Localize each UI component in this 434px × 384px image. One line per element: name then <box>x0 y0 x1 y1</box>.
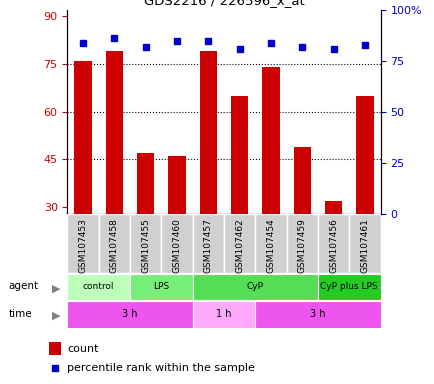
Bar <box>74 61 92 214</box>
Bar <box>255 214 286 273</box>
Text: GSM107462: GSM107462 <box>235 218 243 273</box>
Text: ▶: ▶ <box>52 311 61 321</box>
Text: GSM107455: GSM107455 <box>141 218 150 273</box>
Bar <box>192 301 255 328</box>
Text: 1 h: 1 h <box>216 309 231 319</box>
Text: GSM107456: GSM107456 <box>329 218 337 273</box>
Text: time: time <box>9 309 32 319</box>
Text: count: count <box>67 344 99 354</box>
Bar <box>293 147 310 214</box>
Text: GSM107459: GSM107459 <box>297 218 306 273</box>
Bar <box>230 96 248 214</box>
Bar <box>192 273 317 300</box>
Bar <box>130 273 192 300</box>
Text: 3 h: 3 h <box>122 309 138 319</box>
Bar <box>199 51 217 214</box>
Text: control: control <box>83 282 114 291</box>
Bar <box>286 214 317 273</box>
Text: percentile rank within the sample: percentile rank within the sample <box>67 363 255 373</box>
Text: 3 h: 3 h <box>309 309 325 319</box>
Text: LPS: LPS <box>153 282 169 291</box>
Bar <box>67 301 192 328</box>
Bar <box>105 51 123 214</box>
Bar <box>99 214 130 273</box>
Bar <box>349 214 380 273</box>
Bar <box>224 214 255 273</box>
Bar <box>255 301 380 328</box>
Text: ▶: ▶ <box>52 283 61 293</box>
Bar <box>192 214 224 273</box>
Text: GSM107454: GSM107454 <box>266 218 275 273</box>
Text: GSM107458: GSM107458 <box>110 218 118 273</box>
Bar <box>161 214 192 273</box>
Bar <box>324 201 342 214</box>
Bar <box>67 273 130 300</box>
Bar <box>168 156 185 214</box>
Text: GSM107461: GSM107461 <box>360 218 368 273</box>
Text: GSM107460: GSM107460 <box>172 218 181 273</box>
Bar <box>137 153 154 214</box>
Bar <box>317 214 349 273</box>
Bar <box>355 96 373 214</box>
Bar <box>49 342 61 355</box>
Text: agent: agent <box>9 281 39 291</box>
Bar <box>67 214 99 273</box>
Text: CyP: CyP <box>246 282 263 291</box>
Text: GSM107457: GSM107457 <box>204 218 212 273</box>
Bar <box>317 273 380 300</box>
Title: GDS2216 / 226596_x_at: GDS2216 / 226596_x_at <box>143 0 304 7</box>
Text: CyP plus LPS: CyP plus LPS <box>320 282 377 291</box>
Bar <box>130 214 161 273</box>
Bar <box>262 67 279 214</box>
Text: GSM107453: GSM107453 <box>79 218 87 273</box>
